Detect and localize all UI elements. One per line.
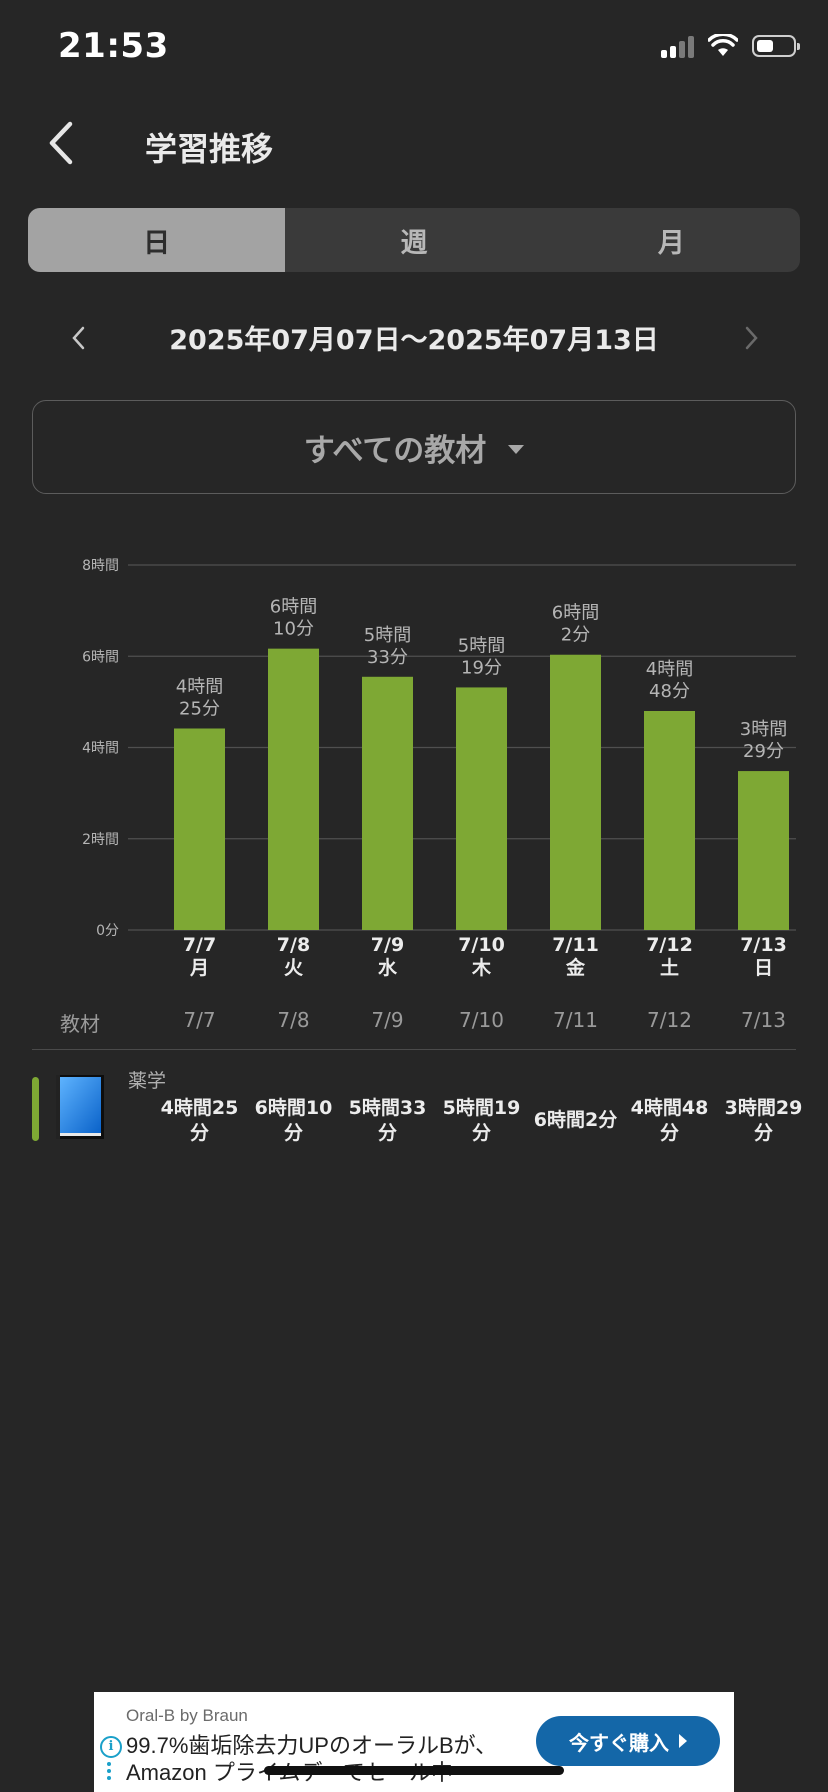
bar bbox=[268, 648, 319, 930]
time-cell: 5時間33 分 bbox=[348, 1097, 427, 1144]
x-tick-label: 水 bbox=[378, 957, 398, 979]
ad-info-icon[interactable]: i bbox=[100, 1736, 122, 1758]
bar-data-label: 19分 bbox=[461, 657, 502, 678]
table-header-date: 7/8 bbox=[277, 1008, 310, 1032]
x-tick-label: 火 bbox=[284, 957, 304, 979]
bar-data-label: 29分 bbox=[743, 741, 784, 762]
bar-data-label: 2分 bbox=[561, 625, 590, 646]
bar-data-label: 4時間 bbox=[646, 659, 693, 680]
tab-day[interactable]: 日 bbox=[28, 208, 286, 272]
table-header-date: 7/7 bbox=[183, 1008, 216, 1032]
y-tick-label: 6時間 bbox=[82, 649, 119, 665]
x-tick-label: 木 bbox=[471, 956, 492, 979]
bar bbox=[456, 687, 507, 930]
status-time: 21:53 bbox=[58, 26, 169, 66]
y-tick-label: 4時間 bbox=[82, 741, 119, 757]
y-tick-label: 2時間 bbox=[82, 832, 119, 848]
x-tick-label: 日 bbox=[754, 957, 773, 979]
cellular-signal-icon bbox=[661, 34, 694, 58]
x-tick-label: 7/13 bbox=[740, 934, 787, 956]
x-tick-label: 金 bbox=[565, 956, 586, 979]
bar bbox=[644, 711, 695, 930]
bar-data-label: 3時間 bbox=[740, 719, 787, 740]
time-cell: 3時間29 分 bbox=[724, 1097, 803, 1144]
ad-brand: Oral-B by Braun bbox=[126, 1706, 248, 1725]
table-header-date: 7/12 bbox=[647, 1008, 692, 1032]
bar-data-label: 6時間 bbox=[270, 597, 317, 618]
y-tick-label: 8時間 bbox=[82, 558, 119, 574]
previous-period-icon[interactable] bbox=[64, 318, 94, 358]
home-indicator[interactable] bbox=[264, 1766, 564, 1775]
wifi-icon bbox=[708, 34, 738, 56]
bar-data-label: 5時間 bbox=[458, 635, 505, 656]
bar bbox=[738, 771, 789, 930]
caret-down-icon bbox=[508, 444, 525, 454]
bar-data-label: 5時間 bbox=[364, 625, 411, 646]
bar-data-label: 48分 bbox=[649, 681, 690, 702]
x-tick-label: 7/8 bbox=[277, 934, 310, 956]
bar-data-label: 4時間 bbox=[176, 676, 223, 697]
back-chevron-icon[interactable] bbox=[42, 118, 82, 168]
table-header: 教材 7/7 7/8 7/9 7/10 7/11 7/12 7/13 bbox=[0, 1008, 828, 1048]
table-header-date: 7/9 bbox=[371, 1008, 404, 1032]
bar bbox=[174, 728, 225, 930]
ad-buy-label: 今すぐ購入 bbox=[569, 1730, 669, 1755]
page-title: 学習推移 bbox=[145, 130, 274, 168]
time-cell: 4時間48 分 bbox=[630, 1097, 709, 1144]
table-divider bbox=[32, 1049, 796, 1050]
ad-options-icon[interactable] bbox=[107, 1762, 111, 1783]
play-arrow-icon bbox=[679, 1734, 687, 1748]
next-period-icon[interactable] bbox=[736, 318, 766, 358]
bar-data-label: 6時間 bbox=[552, 603, 599, 624]
status-icons bbox=[661, 34, 800, 58]
table-header-date: 7/11 bbox=[553, 1008, 598, 1032]
material-color-indicator bbox=[32, 1077, 39, 1141]
y-tick-label: 0分 bbox=[96, 923, 119, 939]
table-header-date: 7/13 bbox=[741, 1008, 786, 1032]
bar-data-label: 10分 bbox=[273, 619, 314, 640]
x-tick-label: 7/9 bbox=[371, 934, 404, 956]
book-icon bbox=[56, 1075, 104, 1139]
time-cell: 6時間10 分 bbox=[254, 1097, 333, 1144]
time-cell: 4時間25 分 bbox=[160, 1097, 239, 1144]
bar-data-label: 33分 bbox=[367, 647, 408, 668]
x-tick-label: 7/10 bbox=[458, 934, 505, 956]
material-filter-label: すべての教材 bbox=[303, 432, 487, 469]
table-header-material: 教材 bbox=[60, 1012, 100, 1036]
x-tick-label: 土 bbox=[660, 957, 679, 979]
tab-week[interactable]: 週 bbox=[400, 227, 428, 259]
x-tick-label: 7/11 bbox=[552, 934, 599, 956]
table-header-date: 7/10 bbox=[459, 1008, 504, 1032]
tab-month[interactable]: 月 bbox=[657, 227, 685, 259]
ad-text: 99.7%歯垢除去力UPのオーラルBが、Amazon プライムデーでセール中 bbox=[126, 1733, 498, 1785]
bar bbox=[362, 676, 413, 930]
period-segmented-control: 日 週 月 bbox=[28, 208, 800, 272]
bar bbox=[550, 654, 601, 930]
material-name: 薬学 bbox=[128, 1070, 167, 1092]
material-filter-dropdown[interactable]: すべての教材 bbox=[32, 400, 796, 494]
ad-buy-button[interactable]: 今すぐ購入 bbox=[536, 1716, 720, 1766]
date-range-label: 2025年07月07日〜2025年07月13日 bbox=[169, 325, 659, 356]
x-tick-label: 月 bbox=[189, 957, 209, 979]
time-cell: 5時間19 分 bbox=[442, 1097, 521, 1144]
x-tick-label: 7/12 bbox=[646, 934, 693, 956]
x-tick-label: 7/7 bbox=[183, 934, 216, 956]
battery-icon bbox=[752, 35, 800, 57]
ad-banner[interactable]: i Oral-B by Braun 99.7%歯垢除去力UPのオーラルBが、Am… bbox=[94, 1692, 734, 1792]
study-time-bar-chart: 0分2時間4時間6時間8時間4時間25分7/7月6時間10分7/8火5時間33分… bbox=[82, 558, 796, 979]
time-cell: 6時間2分 bbox=[533, 1109, 618, 1131]
bar-data-label: 25分 bbox=[179, 698, 220, 719]
